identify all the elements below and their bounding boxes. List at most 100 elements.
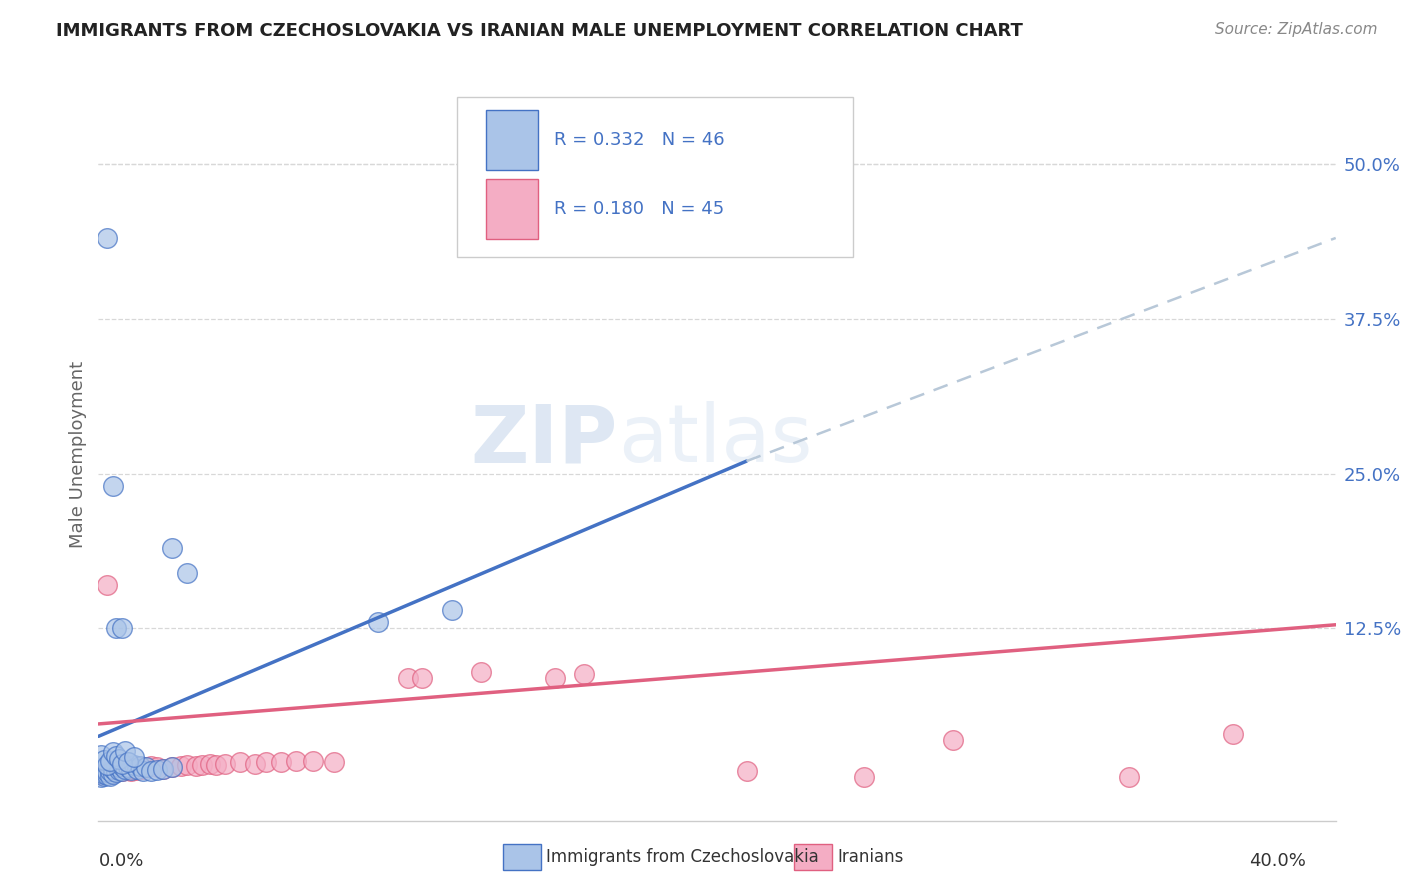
Point (93, 753, 115, 767)
Point (302, 754, 325, 768)
Point (160, 760, 183, 774)
Point (323, 756, 346, 770)
Point (111, 764, 134, 778)
Point (284, 754, 307, 768)
Point (96, 231, 118, 245)
Point (146, 760, 169, 774)
Point (128, 759, 150, 773)
Point (1222, 727, 1244, 741)
Point (105, 765, 128, 780)
Point (122, 750, 145, 764)
FancyBboxPatch shape (485, 110, 537, 169)
Point (190, 757, 212, 772)
Point (122, 757, 145, 772)
Point (160, 760, 183, 774)
Point (101, 764, 124, 778)
Point (243, 756, 266, 771)
Point (101, 479, 124, 493)
FancyBboxPatch shape (457, 96, 853, 258)
Point (108, 752, 131, 766)
Point (117, 756, 139, 770)
Point (411, 671, 433, 685)
Point (98, 769, 121, 783)
Point (105, 765, 128, 780)
Point (98, 754, 121, 768)
Point (96, 578, 118, 592)
Point (146, 763, 169, 777)
Y-axis label: Male Unemployment: Male Unemployment (69, 361, 87, 549)
Point (93, 766, 115, 780)
Point (184, 759, 207, 773)
Point (96, 765, 118, 780)
Text: 40.0%: 40.0% (1250, 852, 1306, 870)
Point (942, 733, 965, 747)
Point (111, 622, 134, 636)
Point (128, 760, 150, 774)
Text: ZIP: ZIP (471, 401, 619, 479)
Point (98, 764, 121, 778)
Point (108, 763, 131, 777)
Point (152, 762, 174, 776)
Text: R = 0.332   N = 46: R = 0.332 N = 46 (554, 130, 724, 149)
Text: 0.0%: 0.0% (98, 852, 143, 870)
Point (90, 770, 112, 784)
Text: atlas: atlas (619, 401, 813, 479)
Point (367, 615, 389, 630)
Point (1118, 770, 1140, 784)
FancyBboxPatch shape (503, 844, 541, 871)
Point (122, 762, 145, 776)
Point (141, 764, 163, 778)
Text: R = 0.180   N = 45: R = 0.180 N = 45 (554, 200, 724, 219)
Point (96, 765, 118, 780)
Point (200, 756, 222, 771)
Point (853, 770, 876, 784)
Point (470, 665, 492, 679)
Point (105, 749, 128, 764)
Point (117, 763, 139, 777)
Point (101, 762, 124, 776)
Point (176, 566, 198, 580)
Point (229, 756, 252, 770)
Text: Source: ZipAtlas.com: Source: ZipAtlas.com (1215, 22, 1378, 37)
Text: Immigrants from Czechoslovakia: Immigrants from Czechoslovakia (547, 848, 820, 866)
Point (125, 763, 148, 777)
Point (170, 759, 193, 773)
Point (131, 764, 153, 778)
Point (117, 760, 139, 774)
Point (90, 766, 112, 780)
Point (735, 764, 758, 778)
Point (90, 747, 112, 762)
Point (96, 757, 118, 772)
Point (101, 766, 124, 780)
Point (111, 764, 134, 778)
Point (135, 760, 157, 774)
FancyBboxPatch shape (485, 179, 537, 239)
Text: Iranians: Iranians (837, 848, 904, 866)
Point (254, 756, 277, 770)
Point (108, 763, 131, 777)
Point (440, 603, 463, 617)
Point (214, 756, 236, 771)
Point (93, 768, 115, 782)
Point (114, 744, 136, 758)
Point (96, 768, 118, 782)
Point (105, 757, 128, 772)
Point (135, 760, 157, 774)
Point (270, 756, 292, 770)
Point (108, 760, 131, 774)
Point (120, 763, 142, 777)
Point (120, 764, 142, 778)
Point (574, 667, 596, 681)
Text: IMMIGRANTS FROM CZECHOSLOVAKIA VS IRANIAN MALE UNEMPLOYMENT CORRELATION CHART: IMMIGRANTS FROM CZECHOSLOVAKIA VS IRANIA… (56, 22, 1024, 40)
Point (152, 762, 174, 776)
Point (125, 762, 148, 776)
Point (176, 757, 198, 772)
Point (111, 756, 134, 771)
Point (160, 541, 183, 555)
Point (544, 671, 567, 685)
Point (105, 622, 128, 636)
FancyBboxPatch shape (794, 844, 832, 871)
Point (101, 746, 124, 760)
Point (114, 762, 136, 776)
Point (131, 762, 153, 776)
